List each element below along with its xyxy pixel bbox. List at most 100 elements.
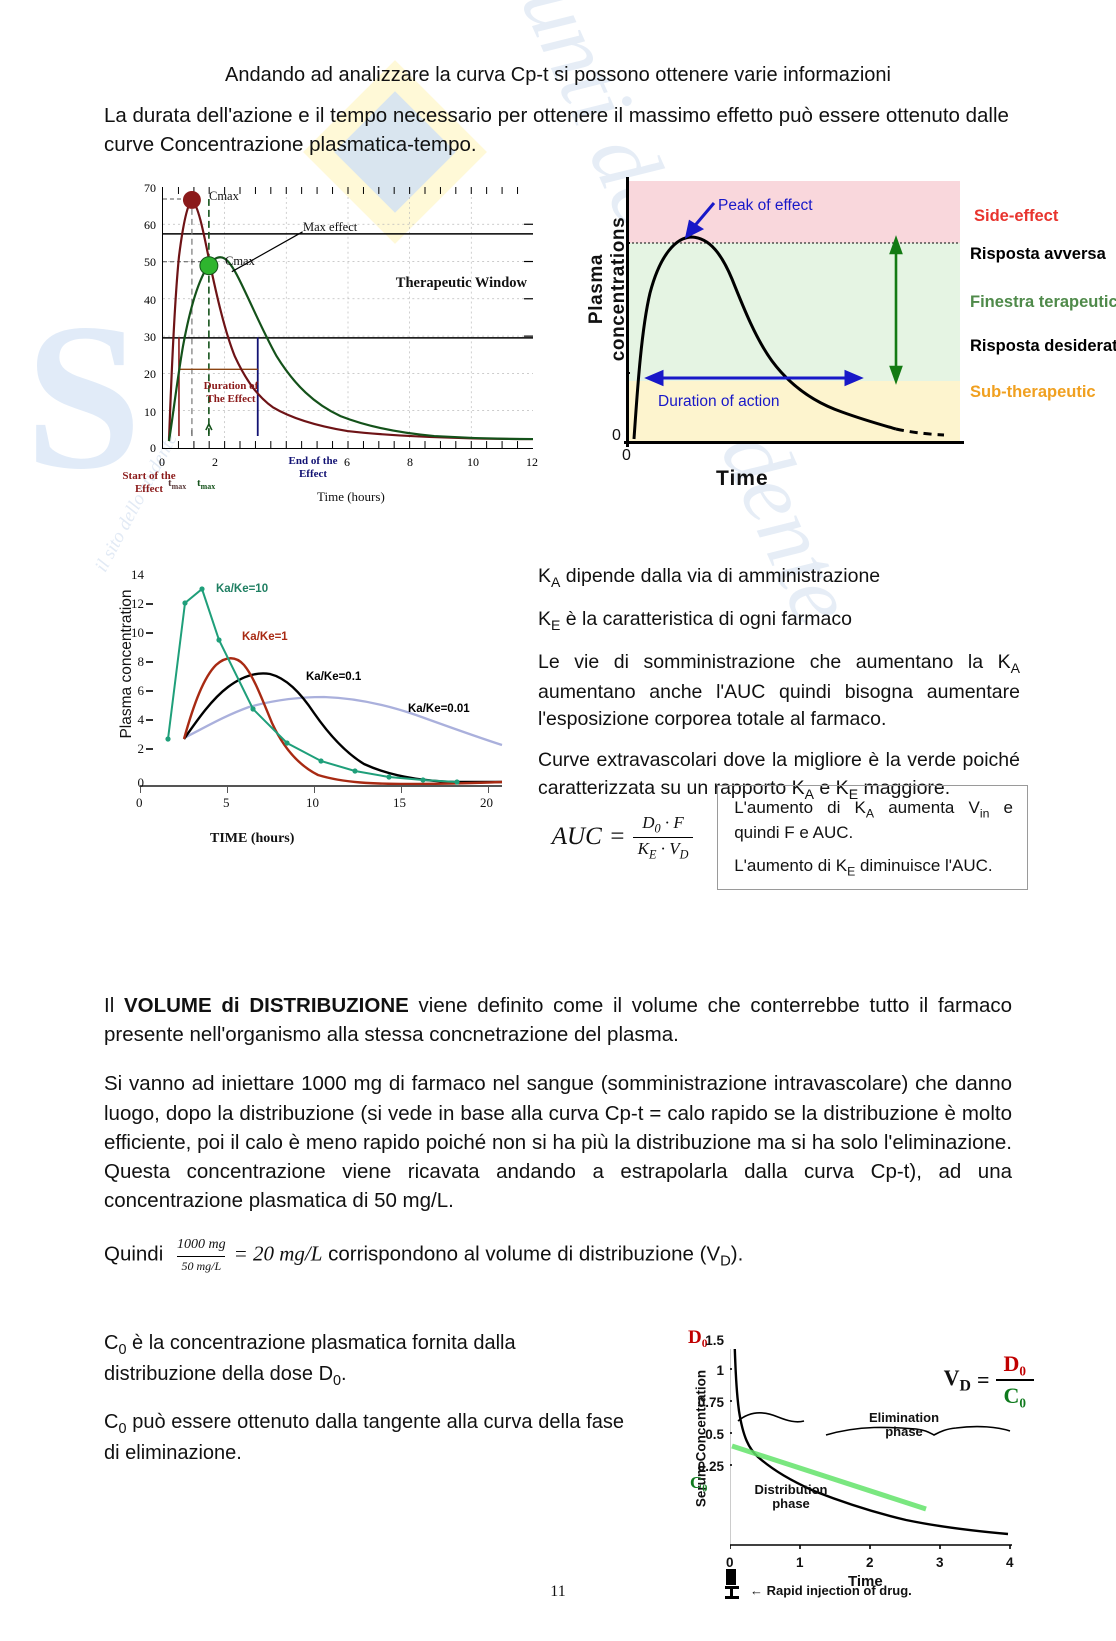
auc-note-box: L'aumento di KA aumenta Vin e quindi F e… (717, 785, 1028, 890)
c0-symbol-1: C (104, 1331, 119, 1354)
chart4-plot-area (724, 1320, 1012, 1553)
distribution-line1: Distribution (754, 1481, 828, 1497)
document-page: Andando ad analizzare la curva Cp-t si p… (0, 62, 1116, 1629)
auc-num-dot: · (660, 812, 674, 832)
chart3-ytick-0: 0 (137, 775, 145, 791)
volume-paragraph-2: Si vanno ad iniettare 1000 mg di farmaco… (104, 1069, 1012, 1215)
chart4-c0-label: C₀ (690, 1472, 708, 1492)
right-p3-a: Le vie di somministrazione che aumentano… (538, 650, 1011, 673)
chart4-ytick-0-25: 0.25 (697, 1458, 724, 1474)
chart3-x-axis (140, 785, 502, 787)
end-line2: Effect (298, 467, 328, 480)
chart4-ytick-0-5: 0.5 (705, 1426, 724, 1442)
chart3-ytick-4: 4 (137, 712, 145, 728)
right-p1: KA dipende dalla via di amministrazione (538, 563, 1020, 593)
chart-cp-t-therapeutic-window: Cmax Max effect Cmax Therapeutic Window … (110, 177, 538, 507)
note1-c: e quindi F e AUC. (734, 798, 1013, 842)
chart1-ytick-10: 10 (144, 405, 156, 420)
chart4-xtick-4: 4 (1006, 1554, 1014, 1570)
chart1-xtick-0: 0 (159, 455, 165, 470)
right-p2-text: è la caratteristica di ogni farmaco (560, 608, 852, 631)
auc-den-k-sub: E (648, 847, 657, 862)
chart3-legend-ka-ke-0-1: Ka/Ke=0.1 (306, 671, 362, 684)
chart3-xtick-10: 10 (306, 795, 319, 811)
volume-p1-pre: Il (104, 994, 124, 1018)
chart1-ytick-0: 0 (150, 441, 156, 456)
auc-num-d-sub: 0 (654, 820, 661, 835)
auc-formula-row: AUC = D0 · F KE · VD L'aumento di KA aum… (528, 785, 1028, 890)
chart2-legend-finestra-terapeutica: Finestra terapeutica (970, 293, 1116, 312)
chart3-xtick-20: 20 (480, 795, 493, 811)
volume-p1-post: viene definito come il volume che conter… (104, 994, 1012, 1047)
right-p3: Le vie di somministrazione che aumentano… (538, 649, 1020, 734)
volume-p3-sub: D (720, 1253, 731, 1270)
chart1-ytick-40: 40 (144, 293, 156, 308)
c0-sub-1: 0 (118, 1341, 127, 1358)
chart3-legend-ka-ke-10: Ka/Ke=10 (216, 583, 269, 596)
chart2-duration-of-action-label: Duration of action (658, 393, 780, 411)
note2-b: diminuisce l'AUC. (855, 856, 993, 876)
chart-ka-ke-curves: Plasma concentration (88, 563, 528, 863)
chart1-start-of-effect-label: Start of the Effect (110, 470, 188, 495)
note2-sub: E (847, 864, 856, 879)
chart3-legend-ka-ke-1: Ka/Ke=1 (242, 631, 288, 644)
chart1-xtick-8: 8 (407, 455, 413, 470)
chart2-y-axis-title: Plasma concentrations (586, 216, 629, 362)
chart3-xtick-5: 5 (223, 795, 230, 811)
vd-equals: = (976, 1366, 990, 1392)
chart2-x-origin-label: 0 (622, 447, 631, 465)
chart4-xtick-3: 3 (936, 1554, 944, 1570)
chart1-ytick-30: 30 (144, 330, 156, 345)
chart1-ytick-70: 70 (144, 181, 156, 196)
chart4-distribution-phase-label: Distribution phase (746, 1481, 836, 1512)
bottom-p2-text: può essere ottenuto dalla tangente alla … (104, 1410, 624, 1465)
chart3-xtickmarks (140, 785, 504, 794)
figure-row-top: Cmax Max effect Cmax Therapeutic Window … (0, 169, 1116, 519)
start-line1: Start of the (122, 470, 176, 483)
intro-centered-line: Andando ad analizzare la curva Cp-t si p… (225, 64, 891, 86)
chart1-duration-of-effect-label: Duration of The Effect (185, 380, 277, 405)
note1-a: L'aumento di K (734, 798, 866, 818)
vd-frac-num: 1000 mg (176, 1236, 226, 1252)
right-p4: Curve extravascolari dove la migliore è … (538, 747, 1020, 805)
chart1-cmax-red-label: Cmax (209, 189, 239, 204)
chart1-therapeutic-window-label: Therapeutic Window (395, 275, 527, 292)
right-column-text: KA dipende dalla via di amministrazione … (538, 563, 1020, 817)
chart1-ytick-20: 20 (144, 367, 156, 382)
chart3-x-axis-title: TIME (hours) (210, 831, 295, 847)
figure-row-middle: Plasma concentration (0, 557, 1116, 897)
auc-num-d: D (642, 812, 655, 832)
note2-a: L'aumento di K (734, 856, 848, 876)
intro-paragraph-text: La durata dell'azione e il tempo necessa… (104, 104, 1009, 157)
chart2-legend-side-effect: Side-effect (974, 207, 1059, 226)
note-line-2: L'aumento di KE diminuisce l'AUC. (734, 855, 1013, 880)
right-p2: KE è la caratteristica di ogni farmaco (538, 606, 1020, 636)
page-number: 11 (550, 1582, 566, 1600)
auc-fraction: D0 · F KE · VD (632, 812, 694, 863)
right-p3-b: aumentano anche l'AUC quindi bisogna aum… (538, 680, 1020, 731)
chart3-xtick-0: 0 (136, 795, 143, 811)
bottom-p1-end: . (341, 1363, 347, 1386)
chart2-band-subtherapeutic (628, 381, 960, 444)
chart3-ytick-12: 12 (131, 596, 144, 612)
d0-sub-1: 0 (333, 1373, 342, 1390)
vd-den: C₀ (995, 1378, 1034, 1409)
chart1-tmax-green-label: tmax (197, 477, 216, 492)
auc-formula: AUC = D0 · F KE · VD (528, 813, 717, 863)
chart2-band-therapeutic (628, 243, 960, 382)
note1-sub1: A (865, 806, 875, 821)
chart1-max-effect-label: Max effect (303, 220, 358, 235)
chart2-y-origin-label: 0 (612, 427, 621, 445)
chart4-vd-formula: VD = D₀ C₀ (944, 1351, 1034, 1409)
chart3-ytick-2: 2 (137, 741, 145, 757)
chart3-ytick-10: 10 (131, 625, 144, 641)
right-p4-mid: e K (814, 776, 849, 799)
volume-paragraph-3: Quindi 1000 mg 50 mg/L = 20 mg/L corrispon… (104, 1235, 1012, 1275)
vd-fraction: D₀ C₀ (995, 1351, 1034, 1409)
bottom-p1-text: è la concentrazione plasmatica fornita d… (104, 1331, 516, 1386)
chart3-plot-area (140, 573, 504, 794)
auc-lhs: AUC (551, 823, 602, 851)
volume-p3-end: ). (730, 1242, 744, 1266)
end-line1: End of the (288, 455, 338, 468)
chart1-cmax-green-label: Cmax (225, 254, 255, 269)
